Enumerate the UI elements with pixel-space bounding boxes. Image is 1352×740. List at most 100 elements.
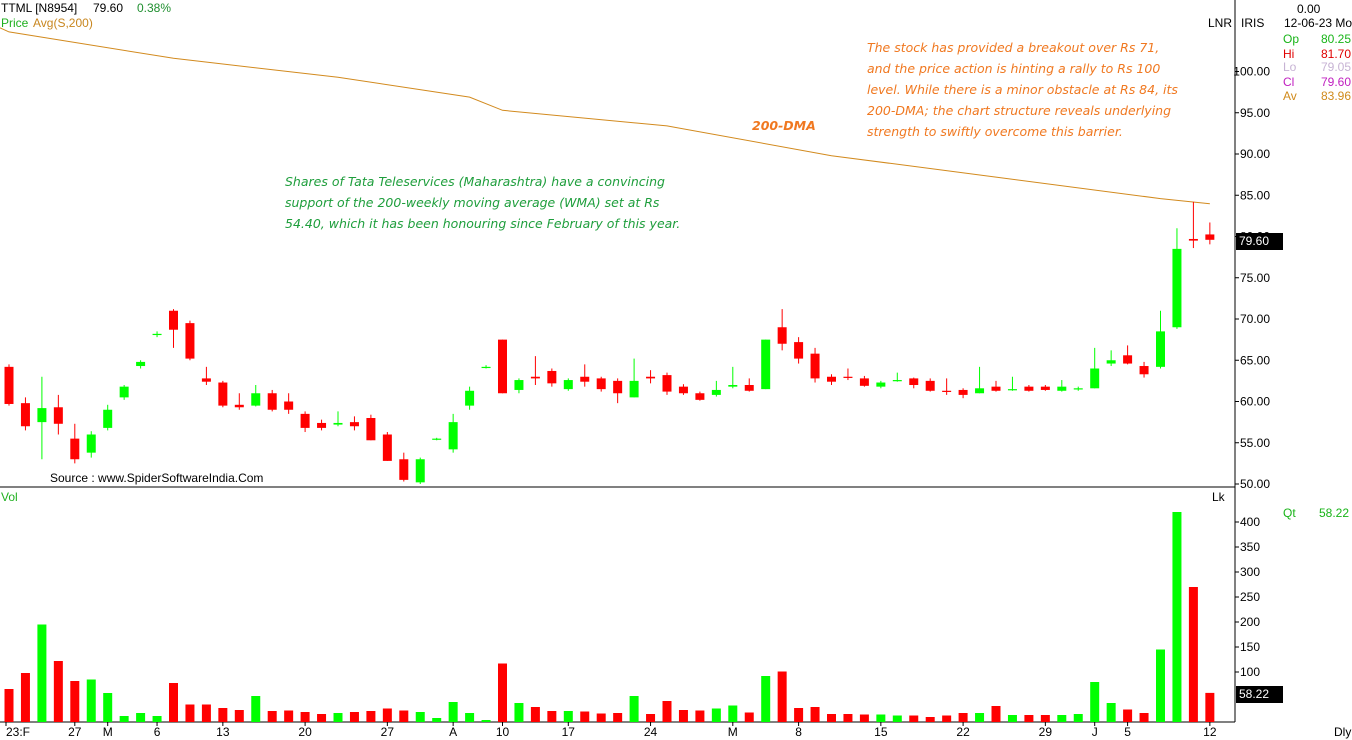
low-label: Lo — [1283, 60, 1297, 74]
candle-body — [942, 390, 952, 392]
candle-body — [646, 376, 656, 379]
candle-body — [777, 327, 787, 344]
price-tick-label: 100.00 — [1233, 65, 1270, 79]
volume-bar — [103, 693, 113, 722]
x-tick-label: 29 — [1039, 725, 1053, 739]
volume-bar — [958, 713, 968, 722]
volume-bar — [794, 708, 804, 722]
candle-body — [251, 393, 261, 406]
candle-body — [794, 342, 804, 359]
price-legend: Price — [1, 16, 29, 30]
candle-body — [925, 380, 935, 391]
price-tick-label: 65.00 — [1240, 353, 1270, 367]
candle-body — [744, 385, 754, 391]
price-tick-label: 95.00 — [1240, 106, 1270, 120]
candle-body — [761, 339, 771, 390]
x-tick-label: 13 — [216, 725, 230, 739]
support-note: Shares of Tata Teleservices (Maharashtra… — [285, 174, 681, 231]
last-price: 79.60 — [93, 1, 124, 15]
average-value: 83.96 — [1320, 89, 1351, 103]
candle-body — [234, 404, 244, 408]
price-change: 0.38% — [137, 1, 172, 15]
candle-body — [1057, 386, 1067, 391]
volume-bar — [201, 704, 211, 722]
volume-bar — [119, 716, 129, 722]
volume-bar — [1073, 714, 1083, 722]
volume-bar — [20, 673, 30, 722]
candle-body — [465, 390, 475, 406]
volume-bar — [1090, 682, 1100, 722]
volume-bar — [234, 710, 244, 722]
dma-label: 200-DMA — [752, 118, 816, 133]
corner-value: 0.00 — [1297, 2, 1321, 16]
candle-body — [958, 389, 968, 395]
volume-bar — [1205, 692, 1215, 722]
volume-bar — [1156, 649, 1165, 722]
volume-label: Vol — [1, 490, 18, 504]
date-label: 12-06-23 Mo — [1284, 16, 1352, 30]
average-label: Av — [1283, 89, 1297, 103]
qty-value: 58.22 — [1319, 506, 1350, 520]
volume-bar — [481, 720, 491, 722]
candle-body — [1040, 386, 1050, 390]
candle-body — [4, 366, 14, 404]
volume-bar — [4, 689, 14, 722]
volume-bar — [925, 717, 935, 722]
lnr-label[interactable]: LNR — [1208, 16, 1233, 30]
candle-body — [827, 376, 836, 382]
volume-bar — [1172, 512, 1182, 722]
candle-body — [415, 459, 425, 483]
candle-body — [810, 353, 820, 379]
price-tick-label: 50.00 — [1240, 477, 1270, 491]
volume-bar — [349, 712, 359, 722]
candle-body — [514, 380, 524, 390]
volume-bar — [169, 683, 178, 722]
x-tick-label: 12 — [1203, 725, 1217, 739]
volume-bar — [432, 718, 442, 722]
volume-bar — [317, 714, 327, 722]
period-label[interactable]: Dly — [1334, 725, 1352, 739]
candle-body — [382, 434, 392, 461]
volume-bar — [514, 703, 524, 722]
candle-body — [1073, 388, 1083, 390]
candle-body — [678, 386, 688, 394]
candle-body — [843, 376, 853, 378]
price-tick-label: 60.00 — [1240, 395, 1270, 409]
volume-bar — [251, 696, 261, 722]
volume-bar — [530, 707, 540, 722]
volume-bar — [991, 706, 1001, 722]
candle-body — [317, 422, 327, 428]
volume-bar — [547, 711, 557, 722]
candle-body — [1123, 355, 1133, 364]
volume-bar — [86, 679, 96, 722]
x-tick-label: 8 — [795, 725, 802, 739]
volume-bar — [744, 712, 754, 722]
candle-body — [267, 393, 277, 410]
volume-bar — [646, 714, 656, 722]
candle-body — [1205, 234, 1215, 240]
x-tick-label: 20 — [298, 725, 312, 739]
iris-label[interactable]: IRIS — [1241, 16, 1265, 30]
candle-body — [86, 434, 96, 453]
volume-bar — [333, 713, 343, 722]
candle-body — [284, 401, 294, 410]
candle-body — [580, 376, 590, 382]
close-value: 79.60 — [1320, 75, 1351, 89]
candle-body — [349, 422, 359, 427]
candle-body — [563, 380, 573, 390]
volume-tick-label: 100 — [1240, 665, 1260, 679]
candle-body — [201, 378, 211, 382]
volume-tick-label: 250 — [1240, 590, 1260, 604]
x-tick-label: J — [1092, 725, 1098, 739]
volume-bar — [711, 708, 721, 722]
volume-bar — [580, 711, 590, 722]
candle-body — [152, 333, 162, 336]
candle-body — [1139, 366, 1149, 375]
volume-bar — [777, 671, 787, 722]
x-tick-label: 23:F — [6, 725, 30, 739]
volume-bar — [284, 710, 294, 722]
volume-tick-label: 300 — [1240, 565, 1260, 579]
candle-body — [366, 418, 376, 441]
candle-body — [1172, 248, 1182, 328]
x-tick-label: 15 — [874, 725, 888, 739]
